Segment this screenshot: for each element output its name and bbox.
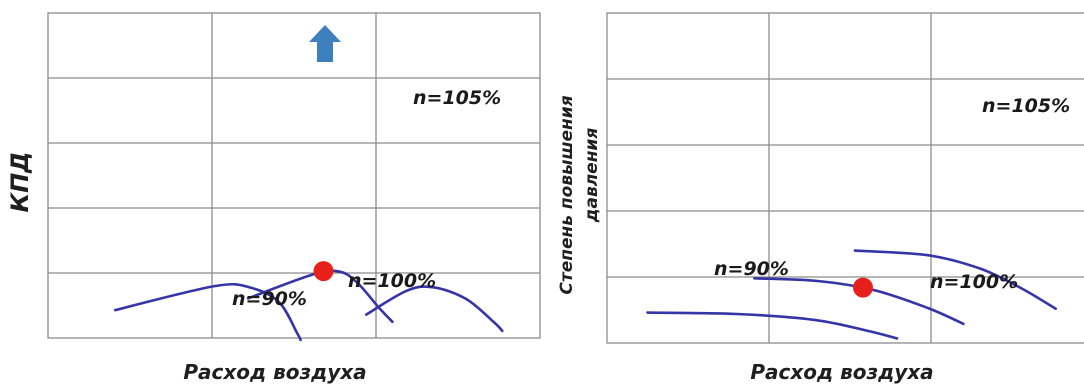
efficiency-label-n90: n=90% xyxy=(232,288,307,310)
efficiency-plot-frame xyxy=(47,12,541,339)
pressure-ratio-label-n105: n=105% xyxy=(982,95,1070,117)
efficiency-operating-point xyxy=(313,261,334,282)
up-arrow-icon xyxy=(309,25,341,62)
pressure-ratio-chart: n=90% n=100% n=105% Степень повышения да… xyxy=(557,12,1084,384)
pressure-ratio-x-axis-title: Расход воздуха xyxy=(750,360,933,384)
pressure-ratio-curve-90 xyxy=(646,311,899,340)
pressure-ratio-label-n100: n=100% xyxy=(930,271,1018,293)
efficiency-curves xyxy=(113,269,504,342)
pressure-ratio-curves xyxy=(646,249,1057,340)
pressure-ratio-curve-105 xyxy=(853,249,1057,310)
efficiency-curve-90 xyxy=(113,282,302,342)
efficiency-label-n100: n=100% xyxy=(348,270,436,292)
pressure-ratio-grid xyxy=(606,12,1084,344)
efficiency-curve-100 xyxy=(246,269,394,324)
efficiency-grid xyxy=(47,12,541,339)
efficiency-label-n105: n=105% xyxy=(413,87,501,109)
pressure-ratio-operating-point xyxy=(853,277,873,298)
pressure-ratio-plot-frame xyxy=(606,12,1084,344)
pressure-ratio-label-n90: n=90% xyxy=(714,258,789,280)
efficiency-x-axis-title: Расход воздуха xyxy=(183,360,366,384)
pressure-ratio-curve-100 xyxy=(753,277,965,326)
efficiency-curve-105 xyxy=(364,285,504,333)
efficiency-chart: n=90% n=100% n=105% КПД Расход воздуха xyxy=(6,12,541,384)
pressure-ratio-y-axis-title-line1: Степень повышения xyxy=(557,95,577,294)
pressure-ratio-y-axis-title-line2: давления xyxy=(582,128,602,224)
efficiency-y-axis-title: КПД xyxy=(6,151,34,212)
